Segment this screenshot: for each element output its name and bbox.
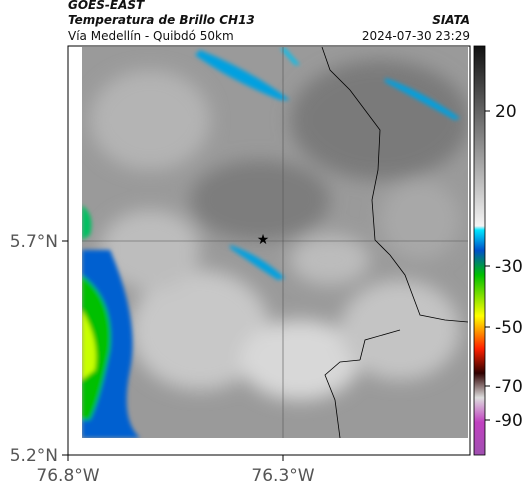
subtitle: Temperatura de Brillo CH13 [68, 13, 255, 27]
timestamp: 2024-07-30 23:29 [362, 29, 470, 43]
source: SIATA [432, 13, 470, 27]
region: Vía Medellín - Quibdó 50km [68, 29, 234, 43]
lon-label: 76.3°W [251, 466, 314, 486]
satellite-image [82, 47, 468, 438]
location-marker: ★ [257, 232, 270, 248]
colorbar-label: -50 [495, 318, 523, 338]
title: GOES-EAST [68, 0, 145, 12]
colorbar-label: -30 [495, 257, 523, 277]
colorbar [473, 45, 486, 456]
colorbar-label: 20 [495, 102, 517, 122]
colorbar-label: -70 [495, 377, 523, 397]
lat-label: 5.7°N [10, 232, 58, 252]
lon-label: 76.8°W [36, 466, 99, 486]
lat-label: 5.2°N [10, 446, 58, 466]
colorbar-label: -90 [495, 411, 523, 431]
